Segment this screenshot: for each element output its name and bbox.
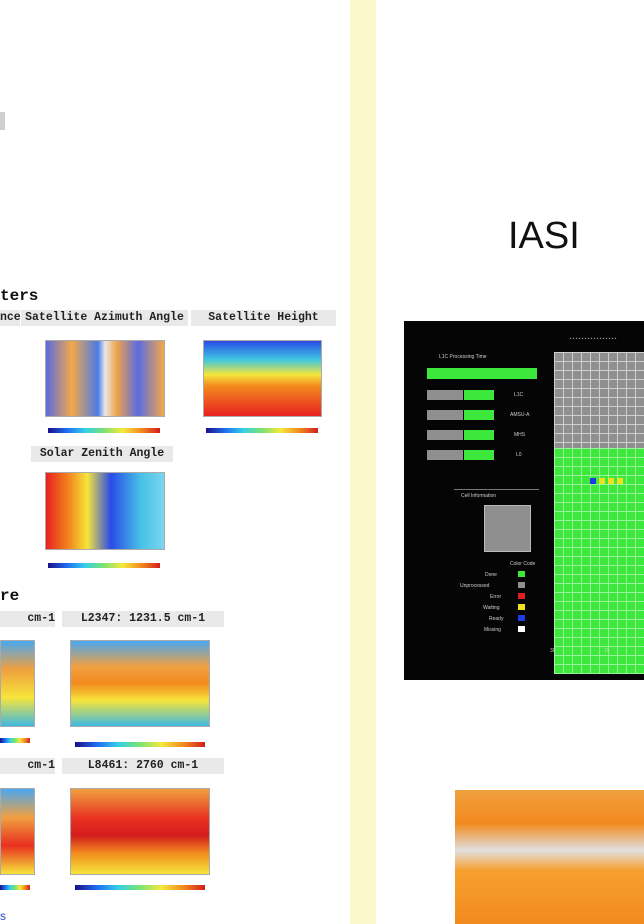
legend-missing-swatch <box>518 626 525 632</box>
grid-done-area <box>554 448 644 674</box>
height-map <box>203 340 322 417</box>
grid-waiting-cell-1 <box>599 478 605 484</box>
grid-waiting-cell-3 <box>617 478 623 484</box>
label-cell-information: Cell Information <box>461 493 497 499</box>
geo-section-heading: ters <box>0 287 39 305</box>
legend-done: Done <box>485 572 497 578</box>
mhs-count <box>427 430 463 440</box>
height-colorbar <box>206 428 318 433</box>
bottom-map-image <box>455 790 644 924</box>
grid-axis-label-2: 15 <box>604 648 610 654</box>
temperature-section-heading: re <box>0 587 20 605</box>
legend-ready-swatch <box>518 615 525 621</box>
left-cut-map-bottom <box>0 788 35 875</box>
processing-time-value <box>427 368 537 379</box>
azimuth-map <box>45 340 165 417</box>
grid-unprocessed-area <box>554 352 644 448</box>
processing-status-panel: ▪▪▪▪▪▪▪▪▪▪▪▪▪▪▪▪ L1C Processing Time L1C… <box>404 321 644 680</box>
tab-previous-geo[interactable]: nce <box>0 310 20 326</box>
amsu-bar <box>464 410 494 420</box>
label-l0: L0 <box>516 452 522 458</box>
legend-unprocessed: Unprocessed <box>460 583 490 589</box>
l2347-map <box>70 640 210 727</box>
legend-done-swatch <box>518 571 525 577</box>
l1c-bar <box>464 390 494 400</box>
slide-divider <box>350 0 376 924</box>
gray-marker <box>0 112 5 130</box>
label-amsu: AMSU-A <box>510 412 530 418</box>
tab-l2347[interactable]: L2347: 1231.5 cm-1 <box>62 611 224 627</box>
tab-l8461[interactable]: L8461: 2760 cm-1 <box>62 758 224 774</box>
panel-title: ▪▪▪▪▪▪▪▪▪▪▪▪▪▪▪▪ <box>569 336 618 342</box>
label-processing-time: L1C Processing Time <box>439 354 487 360</box>
label-l1c: L1C <box>514 392 524 398</box>
label-color-code: Color Code <box>510 561 536 567</box>
left-cut-colorbar-bottom <box>0 885 30 890</box>
l0-bar <box>464 450 494 460</box>
l0-count <box>427 450 463 460</box>
bottom-map-axis <box>445 790 455 924</box>
legend-ready: Ready <box>489 616 504 622</box>
l8461-colorbar <box>75 885 205 890</box>
label-mhs: MHS <box>514 432 526 438</box>
divider-line <box>454 489 539 490</box>
left-cut-colorbar-top <box>0 738 30 743</box>
grid-waiting-cell-2 <box>608 478 614 484</box>
azimuth-colorbar <box>48 428 160 433</box>
legend-error: Error <box>490 594 502 600</box>
tab-solar-zenith[interactable]: Solar Zenith Angle <box>31 446 173 462</box>
tab-satellite-height[interactable]: Satellite Height <box>191 310 336 326</box>
l1c-count <box>427 390 463 400</box>
legend-unprocessed-swatch <box>518 582 525 588</box>
instrument-title: IASI <box>508 215 580 257</box>
grid-ready-cell <box>590 478 596 484</box>
cell-info-box <box>484 505 531 552</box>
l2347-colorbar <box>75 742 205 747</box>
left-cut-map-top <box>0 640 35 727</box>
solar-zenith-map <box>45 472 165 550</box>
solar-zenith-colorbar <box>48 563 160 568</box>
amsu-count <box>427 410 463 420</box>
tab-previous-channel-bottom[interactable]: cm-1 <box>0 758 55 774</box>
page-link[interactable]: s <box>0 909 6 923</box>
legend-missing: Missing <box>484 627 501 633</box>
grid-axis-label-1: 30 <box>550 648 556 654</box>
legend-waiting: Waiting <box>483 605 500 611</box>
mhs-bar <box>464 430 494 440</box>
tab-satellite-azimuth[interactable]: Satellite Azimuth Angle <box>21 310 188 326</box>
bottom-map-plot[interactable] <box>445 790 644 924</box>
legend-waiting-swatch <box>518 604 525 610</box>
processing-grid[interactable] <box>554 352 644 674</box>
left-document: ters nce Satellite Azimuth Angle Satelli… <box>0 0 350 924</box>
l8461-map <box>70 788 210 875</box>
legend-error-swatch <box>518 593 525 599</box>
tab-previous-channel-top[interactable]: cm-1 <box>0 611 55 627</box>
